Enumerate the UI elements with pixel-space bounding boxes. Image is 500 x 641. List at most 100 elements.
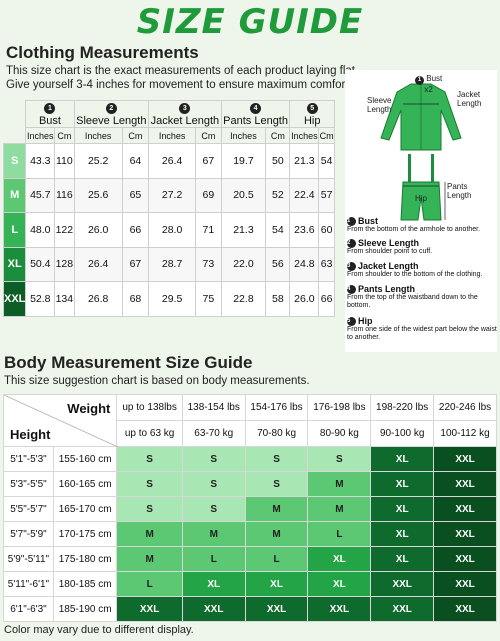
- col-jacket: 3 Jacket Length: [148, 100, 222, 128]
- col-sleeve: 2 Sleeve Length: [73, 100, 150, 128]
- size-suggestion-cell: L: [116, 571, 183, 597]
- clothing-row: M 45.7 116 25.6 65 27.2 69 20.5 52 22.4 57: [2, 177, 335, 213]
- size-suggestion-cell: S: [116, 471, 183, 497]
- measurement-cell: 66: [121, 212, 150, 248]
- measurement-cell: 68: [121, 281, 150, 317]
- size-suggestion-cell: M: [244, 496, 309, 522]
- size-suggestion-cell: XL: [370, 546, 435, 572]
- size-suggestion-cell: S: [116, 496, 183, 522]
- size-suggestion-cell: XXL: [433, 571, 497, 597]
- weight-lbs-cell: 138-154 lbs: [181, 394, 246, 421]
- measurement-cell: 28.7: [148, 246, 197, 282]
- measurement-cell: 19.7: [220, 143, 267, 179]
- measurement-cell: 21.3: [289, 143, 320, 179]
- height-ft-cell: 5'11"-6'1": [3, 571, 54, 597]
- size-suggestion-cell: M: [181, 521, 246, 547]
- height-ft-cell: 5'7"-5'9": [3, 521, 54, 547]
- measurement-cell: 63: [318, 246, 335, 282]
- weight-lbs-cell: 176-198 lbs: [307, 394, 372, 421]
- measurement-cell: 67: [195, 143, 222, 179]
- size-suggestion-cell: M: [116, 546, 183, 572]
- height-cm-cell: 170-175 cm: [52, 521, 118, 547]
- measurement-cell: 67: [121, 246, 150, 282]
- height-ft-cell: 5'3"-5'5": [3, 471, 54, 497]
- size-suggestion-cell: XXL: [370, 596, 435, 622]
- pants-label: Pants Length: [447, 182, 472, 200]
- size-suggestion-cell: XL: [307, 571, 372, 597]
- unit-inches: Inches: [73, 127, 123, 144]
- measurement-cell: 26.8: [73, 281, 123, 317]
- col-hip: 5 Hip: [289, 100, 335, 128]
- size-suggestion-cell: S: [244, 446, 309, 472]
- unit-inches: Inches: [220, 127, 267, 144]
- jacket-label: Jacket Length: [457, 90, 482, 108]
- size-suggestion-cell: M: [244, 521, 309, 547]
- measurement-cell: 23.6: [289, 212, 320, 248]
- shorts-icon: [400, 181, 442, 221]
- measurement-cell: 58: [265, 281, 291, 317]
- height-ft-cell: 5'9"-5'11": [3, 546, 54, 572]
- unit-inches: Inches: [25, 127, 56, 144]
- size-suggestion-cell: XXL: [181, 596, 246, 622]
- size-suggestion-cell: XXL: [433, 446, 497, 472]
- clothing-row: XXL 52.8 134 26.8 68 29.5 75 22.8 58 26.0 66: [2, 281, 335, 317]
- measurement-cell: 71: [195, 212, 222, 248]
- measurement-cell: 26.0: [73, 212, 123, 248]
- height-row: 5'11"-6'1" 180-185 cm L XL XL XL XXL XXL: [3, 571, 497, 597]
- height-cm-cell: 185-190 cm: [52, 596, 118, 622]
- legend-pants: 4 Pants Length From the top of the waistba…: [347, 284, 478, 310]
- weight-lbs-row: Weight Height up to 138lbs 138-154 lbs 154…: [2, 394, 497, 447]
- height-row: 5'5"-5'7" 165-170 cm S S M M XL XXL: [3, 496, 497, 522]
- size-suggestion-cell: XL: [244, 571, 309, 597]
- measurement-cell: 50.4: [25, 246, 56, 282]
- measurement-cell: 25.6: [73, 177, 123, 213]
- size-label: XL: [2, 246, 27, 282]
- size-label: XXL: [2, 281, 27, 317]
- unit-cm: Cm: [121, 127, 150, 144]
- clothing-desc-2: Give yourself 3-4 inches for movement to…: [6, 79, 352, 91]
- unit-cm: Cm: [195, 127, 222, 144]
- unit-cm: Cm: [54, 127, 75, 144]
- legend-sleeve: 2 Sleeve Length From shoulder point to cuf…: [347, 238, 433, 256]
- size-suggestion-cell: S: [181, 446, 246, 472]
- weight-lbs-cell: 220-246 lbs: [433, 394, 497, 421]
- height-row: 6'1"-6'3" 185-190 cm XXL XXL XXL XXL XXL XXL: [3, 596, 497, 622]
- measurement-cell: 26.0: [289, 281, 320, 317]
- size-suggestion-cell: XXL: [433, 471, 497, 497]
- height-label: Height: [10, 427, 51, 442]
- height-cm-cell: 155-160 cm: [52, 446, 118, 472]
- size-suggestion-cell: XL: [370, 496, 435, 522]
- size-suggestion-cell: L: [244, 546, 309, 572]
- measurement-cell: 45.7: [25, 177, 56, 213]
- size-suggestion-cell: XXL: [244, 596, 309, 622]
- measurement-cell: 50: [265, 143, 291, 179]
- height-cm-cell: 165-170 cm: [52, 496, 118, 522]
- legend-bust: 1 Bust From the bottom of the armhole to a…: [347, 216, 481, 234]
- weight-kg-cell: 90-100 kg: [370, 420, 435, 447]
- legend-jacket: 3 Jacket Length From shoulder to the botto…: [347, 261, 483, 279]
- size-suggestion-cell: XXL: [116, 596, 183, 622]
- measurement-cell: 26.4: [148, 143, 197, 179]
- legend-hip: 5 Hip From one side of the widest part bel…: [347, 316, 497, 342]
- measurement-cell: 75: [195, 281, 222, 317]
- measurement-cell: 122: [54, 212, 75, 248]
- body-heading: Body Measurement Size Guide: [4, 353, 253, 372]
- size-suggestion-cell: XL: [307, 546, 372, 572]
- measurement-cell: 52.8: [25, 281, 56, 317]
- unit-inches: Inches: [289, 127, 320, 144]
- clothing-row: L 48.0 122 26.0 66 28.0 71 21.3 54 23.6 60: [2, 212, 335, 248]
- clothing-row: S 43.3 110 25.2 64 26.4 67 19.7 50 21.3 54: [2, 143, 335, 179]
- measurement-cell: 22.4: [289, 177, 320, 213]
- weight-kg-cell: 80-90 kg: [307, 420, 372, 447]
- height-cm-cell: 175-180 cm: [52, 546, 118, 572]
- weight-kg-cell: 70-80 kg: [244, 420, 309, 447]
- size-suggestion-cell: L: [307, 521, 372, 547]
- page-title: SIZE GUIDE: [136, 2, 364, 42]
- measurement-cell: 116: [54, 177, 75, 213]
- size-suggestion-cell: XXL: [307, 596, 372, 622]
- measurement-cell: 54: [265, 212, 291, 248]
- measurement-cell: 64: [121, 143, 150, 179]
- clothing-size-table: 1 Bust 2 Sleeve Length 3 Jacket Length 4 Pan…: [2, 100, 335, 317]
- size-suggestion-cell: XXL: [370, 571, 435, 597]
- size-suggestion-cell: M: [307, 471, 372, 497]
